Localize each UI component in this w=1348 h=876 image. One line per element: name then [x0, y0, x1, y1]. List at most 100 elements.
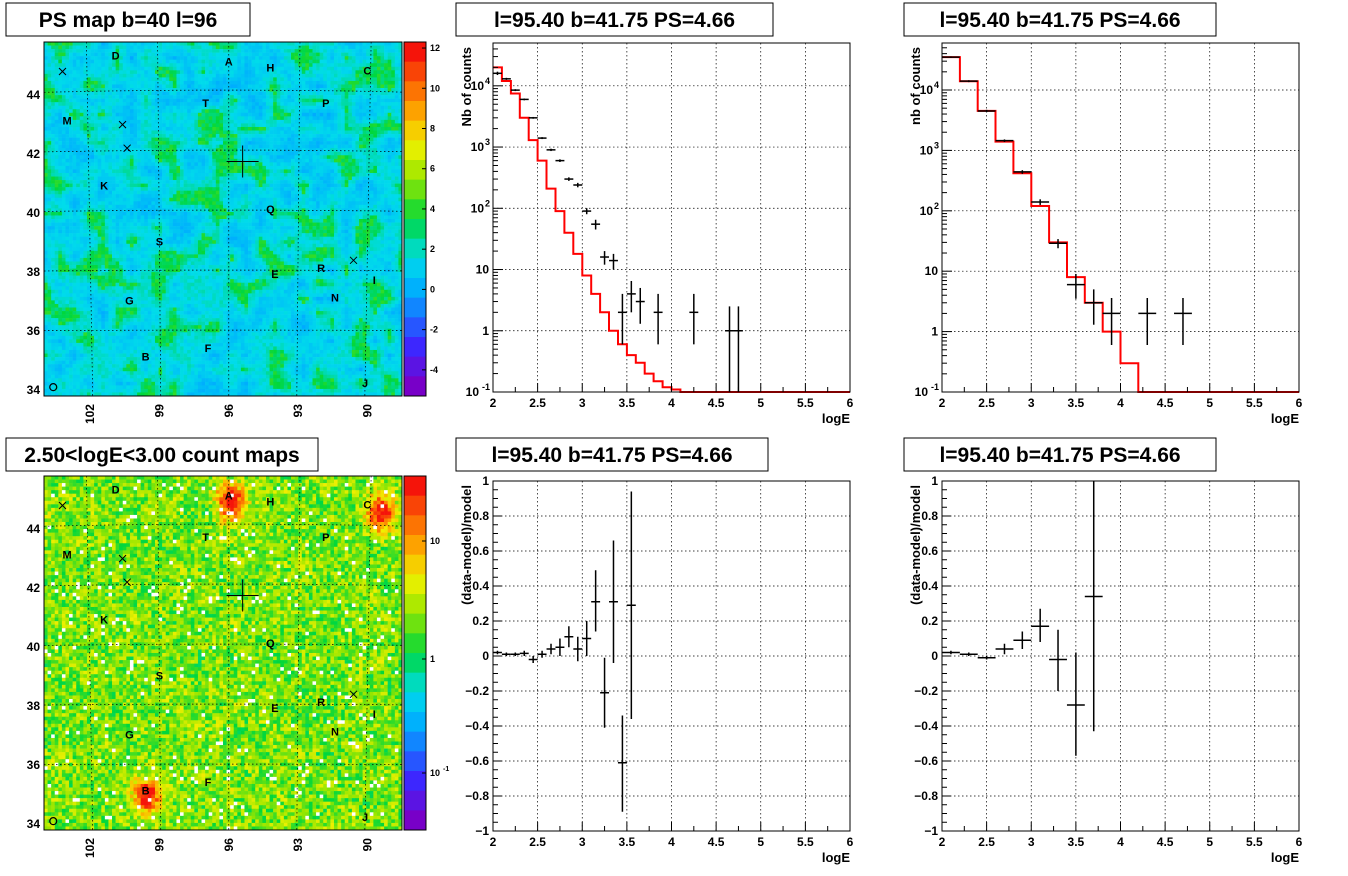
palette-bin: [404, 101, 426, 122]
source-label: F: [205, 777, 212, 789]
data-point: [653, 293, 663, 345]
x-tick-label: 5.5: [1246, 396, 1263, 410]
source-cross: [118, 120, 127, 129]
data-point: [1138, 297, 1157, 345]
palette-bin: [404, 376, 426, 397]
y-tick-label: 0.6: [472, 544, 489, 558]
palette-tick-label: 1: [430, 654, 435, 664]
source-label: I: [373, 709, 376, 721]
y-tick-label: 0: [482, 649, 489, 663]
y-tick-label: 0.8: [921, 509, 938, 523]
palette-tick-label: -4: [430, 365, 438, 375]
data-point: [626, 491, 636, 719]
palette-tick-label: 6: [430, 164, 435, 174]
data-point: [725, 306, 734, 392]
data-point: [1013, 631, 1032, 649]
x-tick-label: 2: [490, 396, 497, 410]
palette-bin: [404, 140, 426, 161]
lat-tick-label: 38: [27, 699, 41, 713]
heatmap-cells: [44, 476, 403, 831]
data-point: [555, 159, 565, 162]
coordinate-grid: [43, 475, 403, 831]
palette-tick-label: 10: [430, 83, 440, 93]
x-tick-label: 4: [668, 396, 675, 410]
y-tick-label: −0.2: [914, 684, 938, 698]
data-point: [689, 293, 699, 345]
model-histogram: [942, 56, 1299, 393]
y-tick-exponent: 4: [934, 80, 939, 90]
palette-bin: [404, 199, 426, 220]
data-point: [1066, 273, 1085, 299]
x-tick-label: 3: [1028, 396, 1035, 410]
data-point: [1174, 297, 1192, 345]
y-tick-label: 0.8: [472, 509, 489, 523]
lat-tick-label: 42: [27, 581, 41, 595]
data-point: [733, 306, 743, 392]
palette-tick-label: -2: [430, 325, 438, 335]
data-point: [537, 650, 547, 658]
source-label: E: [271, 269, 278, 281]
y-tick-label: 0.6: [921, 544, 938, 558]
x-axis-title: logE: [822, 411, 850, 426]
data-point: [1049, 629, 1067, 691]
palette-frame: [403, 41, 427, 397]
y-axis-title: (data-model)/model: [459, 485, 474, 605]
x-tick-label: 5: [1206, 835, 1213, 849]
x-tick-label: 2.5: [978, 835, 995, 849]
data-point: [591, 570, 601, 632]
color-palette: 12 10 8 6 4 2 0 -2 -4: [403, 41, 440, 397]
data-point: [1031, 608, 1050, 642]
x-tick-label: 2: [490, 835, 497, 849]
palette-bin: [404, 61, 426, 82]
count_map-map: D A H C M T P K Q S E R I G N F B J 44 42 40 38 36 34 102 99 96 93 9…: [27, 475, 449, 858]
x-tick-label: 3.5: [619, 396, 636, 410]
data-point: [546, 148, 556, 152]
source-label: D: [112, 485, 120, 497]
data-point: [609, 540, 618, 663]
title-frame: [455, 2, 774, 37]
palette-bin: [404, 278, 426, 299]
source-label: E: [271, 703, 278, 715]
data-point: [493, 71, 502, 76]
x-axis-title: logE: [1271, 850, 1299, 865]
palette-bin: [404, 771, 426, 792]
source-label: T: [202, 532, 209, 544]
y-tick-label: 0.4: [921, 579, 938, 593]
y-tick-base: 10: [471, 201, 485, 215]
source-label: Q: [266, 204, 275, 216]
map-frame: [43, 475, 403, 831]
y-tick-label: 1: [931, 325, 938, 339]
data-point: [501, 77, 511, 80]
x-tick-label: 4.5: [1157, 835, 1174, 849]
data-point: [546, 643, 556, 655]
y-tick-label: −0.8: [914, 789, 938, 803]
palette-bin: [404, 337, 426, 358]
palette-bin: [404, 356, 426, 377]
palette-bin: [404, 535, 426, 556]
panel-title: l=95.40 b=41.75 PS=4.66: [939, 9, 1180, 32]
lat-tick-label: 38: [27, 265, 41, 279]
palette-bin: [404, 554, 426, 575]
palette-bin: [404, 672, 426, 693]
y-tick-base: 10: [471, 140, 485, 154]
data-point: [564, 626, 574, 648]
source-label: S: [156, 671, 163, 683]
y-tick-exponent: 4: [485, 76, 490, 86]
heatmap-cells: [44, 42, 403, 397]
source-label: Q: [266, 638, 275, 650]
ps-position-marker: [226, 145, 259, 178]
x-tick-label: 3: [579, 396, 586, 410]
source-cross: [349, 256, 358, 265]
y-tick-base: 10: [915, 385, 929, 399]
source-circle: [49, 383, 58, 392]
source-label: B: [142, 786, 150, 798]
data-point: [519, 98, 529, 101]
map-frame: [43, 41, 403, 397]
plot-grid: [941, 480, 1300, 832]
x-tick-label: 3.5: [619, 835, 636, 849]
